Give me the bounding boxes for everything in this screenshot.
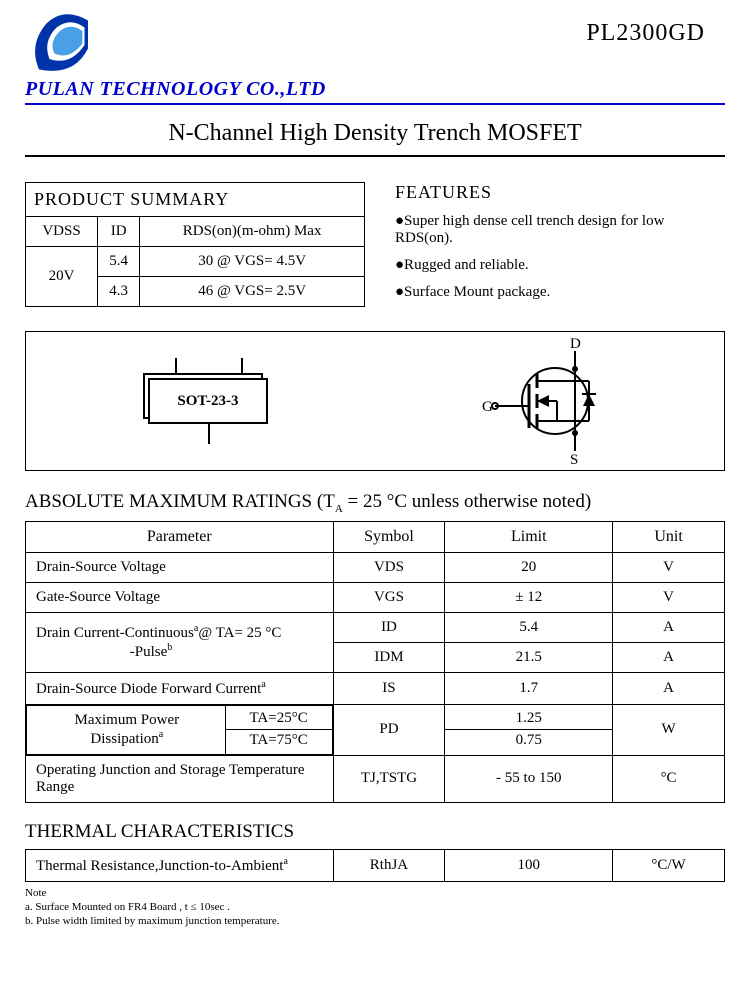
ratings-table: Parameter Symbol Limit Unit Drain-Source… (25, 521, 725, 803)
top-section: PRODUCT SUMMARY VDSS ID RDS(on)(m-ohm) M… (25, 182, 725, 311)
col-symbol: Symbol (333, 521, 445, 552)
part-number: PL2300GD (586, 20, 705, 47)
package-diagram: SOT-23-3 (133, 366, 283, 436)
cell-rds-1: 46 @ VGS= 2.5V (140, 277, 365, 307)
col-limit: Limit (445, 521, 613, 552)
feature-item: ●Super high dense cell trench design for… (395, 213, 725, 247)
col-rds: RDS(on)(m-ohm) Max (140, 217, 365, 247)
feature-item: ●Surface Mount package. (395, 284, 725, 301)
param-diode: Drain-Source Diode Forward Currenta (26, 672, 334, 704)
package-label: SOT-23-3 (148, 378, 268, 424)
table-row: Maximum Power Dissipationa TA=25°C TA=75… (26, 704, 725, 755)
note-b: b. Pulse width limited by maximum juncti… (25, 914, 725, 928)
note-a: a. Surface Mounted on FR4 Board , t ≤ 10… (25, 900, 725, 914)
diagram-box: SOT-23-3 D G S (25, 331, 725, 471)
feature-item: ●Rugged and reliable. (395, 257, 725, 274)
logo-block (25, 10, 95, 80)
logo-icon (25, 10, 95, 80)
cell-id-1: 4.3 (98, 277, 140, 307)
notes-heading: Note (25, 886, 725, 900)
table-row: Drain-Source Diode Forward Currenta IS 1… (26, 672, 725, 704)
divider-black (25, 155, 725, 157)
table-row: Drain Current-Continuousa@ TA= 25 °C -Pu… (26, 612, 725, 642)
col-unit: Unit (613, 521, 725, 552)
company-name: PULAN TECHNOLOGY CO.,LTD (25, 78, 725, 101)
product-summary: PRODUCT SUMMARY VDSS ID RDS(on)(m-ohm) M… (25, 182, 365, 311)
svg-text:D: D (570, 336, 581, 352)
page-title: N-Channel High Density Trench MOSFET (25, 120, 725, 147)
table-row: Thermal Resistance,Junction-to-Ambienta … (26, 849, 725, 881)
mosfet-symbol-icon: D G S (477, 336, 617, 466)
summary-heading: PRODUCT SUMMARY (25, 182, 365, 216)
summary-table: VDSS ID RDS(on)(m-ohm) Max 20V 5.4 30 @ … (25, 216, 365, 307)
header: PL2300GD (25, 10, 725, 80)
features-heading: FEATURES (395, 182, 725, 203)
param-drain-current: Drain Current-Continuousa@ TA= 25 °C -Pu… (26, 612, 334, 672)
thermal-table: Thermal Resistance,Junction-to-Ambienta … (25, 849, 725, 882)
thermal-heading: THERMAL CHARACTERISTICS (25, 821, 725, 843)
features: FEATURES ●Super high dense cell trench d… (395, 182, 725, 311)
col-vdss: VDSS (26, 217, 98, 247)
cell-vdss: 20V (26, 247, 98, 307)
cell-id-0: 5.4 (98, 247, 140, 277)
col-id: ID (98, 217, 140, 247)
table-row: Operating Junction and Storage Temperatu… (26, 755, 725, 802)
notes: Note a. Surface Mounted on FR4 Board , t… (25, 886, 725, 929)
table-row: Gate-Source Voltage VGS ± 12 V (26, 582, 725, 612)
cell-rds-0: 30 @ VGS= 4.5V (140, 247, 365, 277)
divider-blue (25, 103, 725, 105)
svg-text:S: S (570, 452, 578, 466)
col-param: Parameter (26, 521, 334, 552)
ratings-heading: ABSOLUTE MAXIMUM RATINGS (TA = 25 °C unl… (25, 491, 725, 515)
table-row: Drain-Source Voltage VDS 20 V (26, 552, 725, 582)
